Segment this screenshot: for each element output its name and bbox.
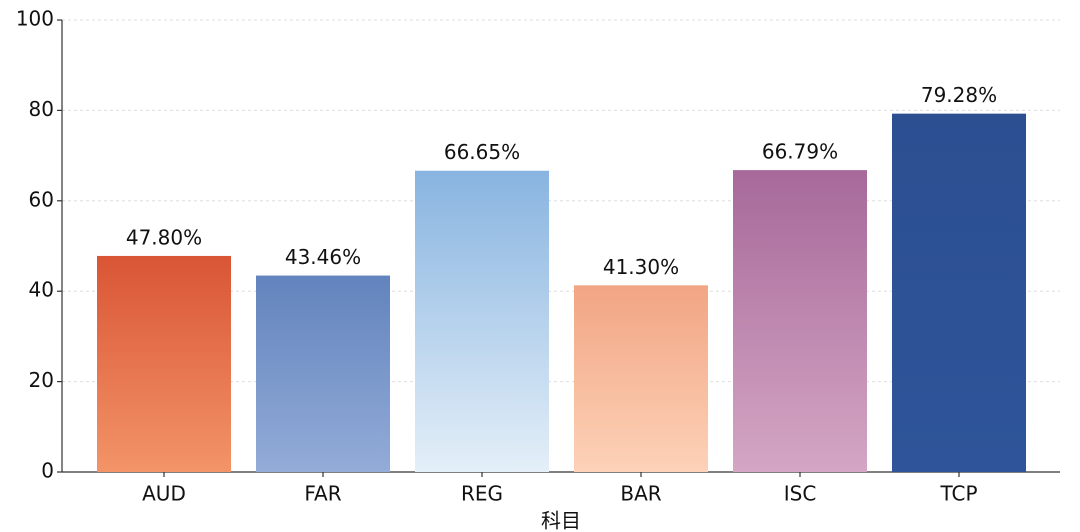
- bar: [892, 113, 1026, 472]
- x-tick-label: ISC: [784, 482, 817, 506]
- x-tick-label: TCP: [939, 482, 977, 506]
- value-label: 79.28%: [921, 83, 997, 107]
- bar: [97, 255, 231, 472]
- x-tick-label: AUD: [142, 482, 186, 506]
- y-tick-label: 20: [29, 368, 54, 392]
- bar: [733, 170, 867, 473]
- bar: [256, 275, 390, 472]
- x-tick-label: REG: [461, 482, 503, 506]
- value-label: 41.30%: [603, 255, 679, 279]
- bar: [574, 285, 708, 472]
- value-label: 47.80%: [126, 225, 202, 249]
- y-tick-label: 40: [29, 278, 54, 302]
- value-label: 43.46%: [285, 245, 361, 269]
- value-label: 66.79%: [762, 140, 838, 164]
- x-axis-title: 科目: [541, 509, 581, 532]
- bar: [415, 170, 549, 472]
- y-tick-label: 100: [16, 7, 54, 31]
- x-tick-label: FAR: [304, 482, 341, 506]
- y-tick-label: 80: [29, 97, 54, 121]
- x-tick-label: BAR: [620, 482, 661, 506]
- value-label: 66.65%: [444, 140, 520, 164]
- y-tick-label: 0: [41, 459, 54, 483]
- y-tick-label: 60: [29, 187, 54, 211]
